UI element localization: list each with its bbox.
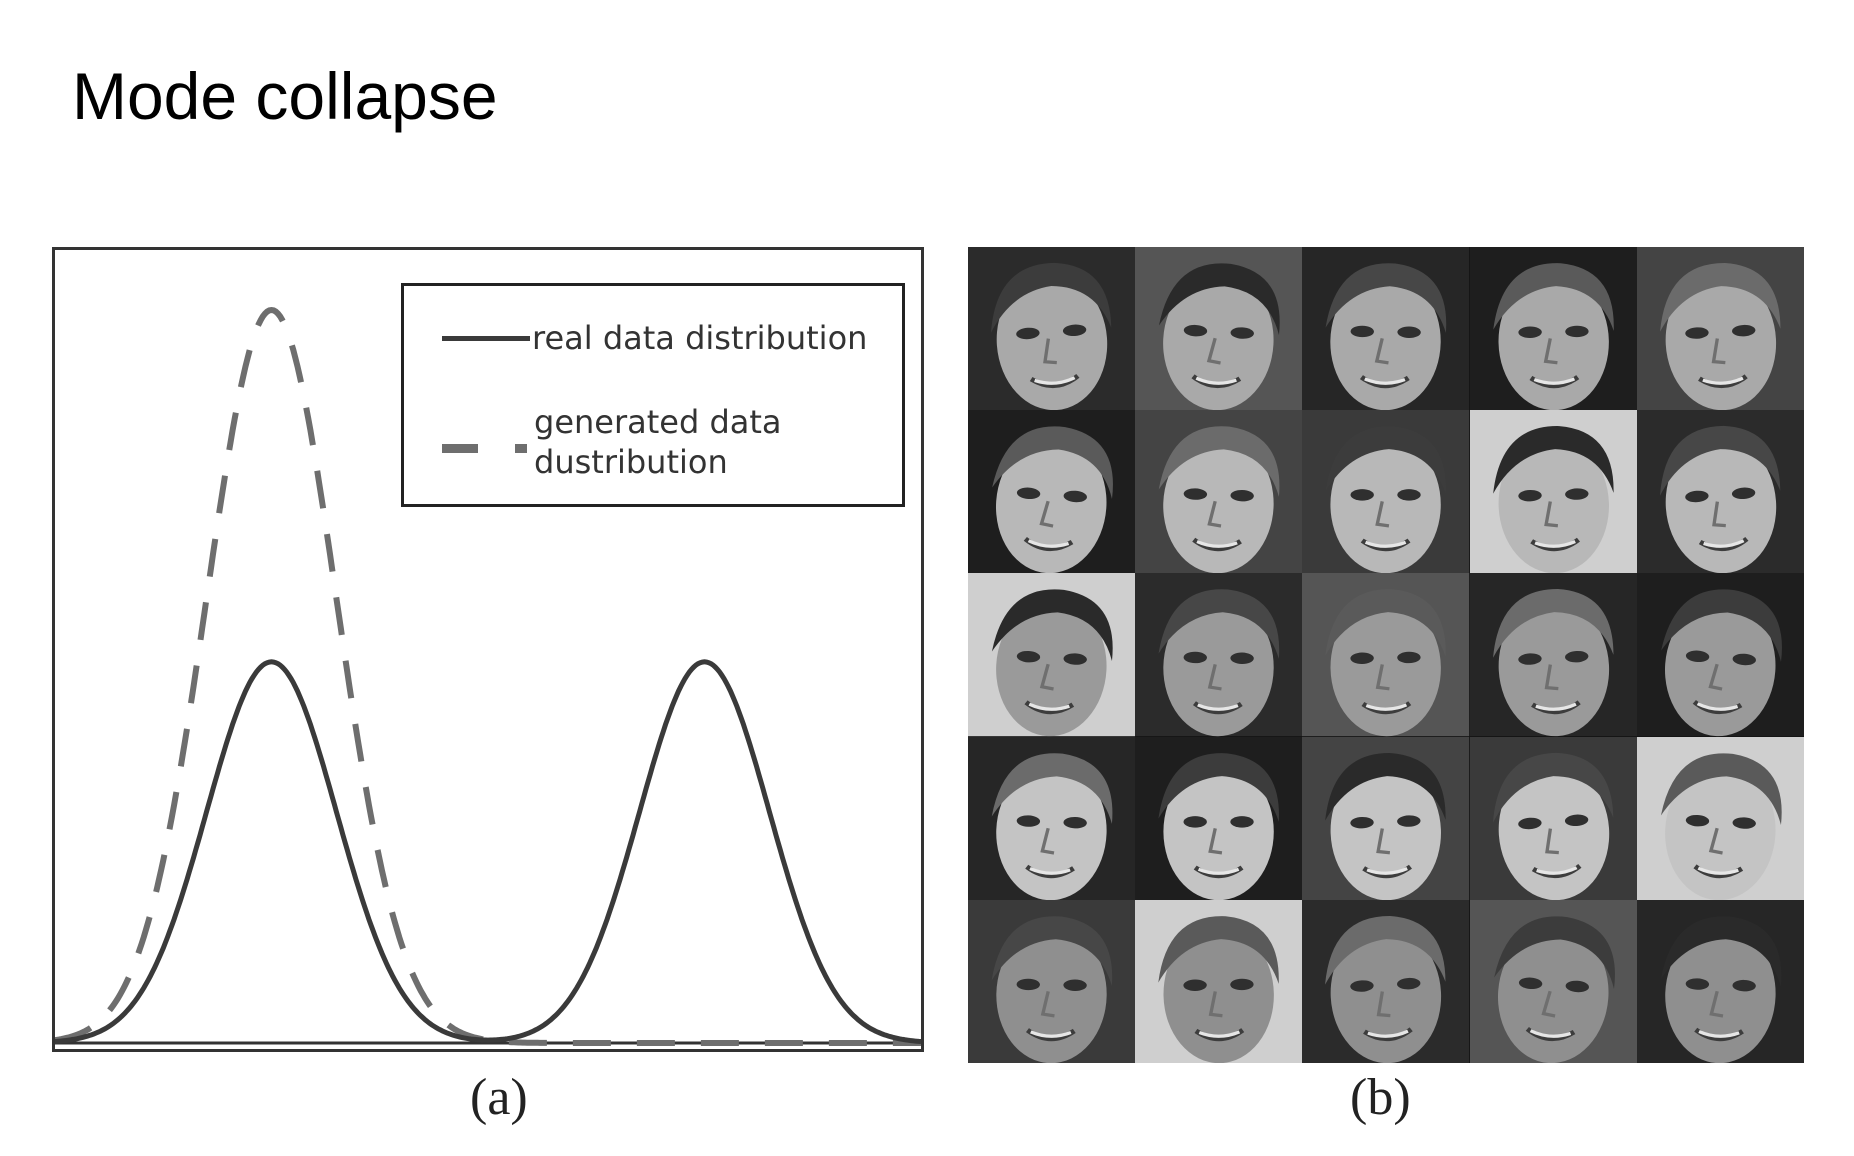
legend-real-label: real data distribution	[532, 319, 868, 357]
face-image	[1469, 247, 1637, 411]
face-image	[1302, 736, 1470, 900]
face-tile	[968, 573, 1136, 737]
face-tile	[1469, 410, 1637, 574]
slide-title: Mode collapse	[72, 59, 498, 133]
face-image	[1135, 410, 1303, 574]
distribution-plot-svg	[55, 306, 921, 1046]
face-tile	[1302, 736, 1470, 900]
legend-generated-swatch-dot	[515, 444, 527, 453]
face-tile	[1469, 899, 1637, 1063]
face-tile	[1135, 573, 1303, 737]
legend-generated-line2: dustribution	[534, 443, 728, 481]
face-tile	[968, 736, 1136, 900]
face-image	[1636, 410, 1804, 574]
face-tile	[1135, 736, 1303, 900]
face-tile	[1302, 410, 1470, 574]
real-distribution-curve	[55, 659, 921, 1044]
face-image	[968, 573, 1136, 737]
face-image	[968, 899, 1136, 1063]
legend-real-swatch	[442, 336, 530, 341]
face-image	[1469, 573, 1637, 737]
face-image	[1302, 899, 1470, 1063]
face-image	[968, 736, 1136, 900]
face-image	[1469, 736, 1637, 900]
face-tile	[1469, 247, 1637, 411]
generated-faces-grid	[968, 247, 1804, 1063]
face-image	[1135, 573, 1303, 737]
face-image	[968, 247, 1136, 411]
chart-legend: real data distribution generated data du…	[401, 283, 905, 507]
face-tile	[1135, 410, 1303, 574]
panel-a-label: (a)	[470, 1069, 528, 1126]
face-tile	[1469, 573, 1637, 737]
face-tile	[1636, 899, 1804, 1063]
face-tile	[1636, 410, 1804, 574]
face-tile	[1636, 247, 1804, 411]
legend-generated-line1: generated data	[534, 403, 782, 441]
face-tile	[968, 899, 1136, 1063]
face-tile	[1636, 573, 1804, 737]
face-image	[1135, 247, 1303, 411]
generated-distribution-curve	[55, 306, 921, 1046]
face-tile	[968, 410, 1136, 574]
face-image	[1469, 899, 1637, 1063]
face-tile	[968, 247, 1136, 411]
face-tile	[1469, 736, 1637, 900]
legend-generated-swatch	[442, 444, 478, 453]
legend-generated-label: generated data dustribution	[534, 402, 782, 482]
face-image	[1135, 736, 1303, 900]
distribution-plot: real data distribution generated data du…	[52, 247, 924, 1052]
face-image	[1636, 247, 1804, 411]
face-tile	[1135, 899, 1303, 1063]
face-tile	[1302, 573, 1470, 737]
face-tile	[1135, 247, 1303, 411]
face-image	[1636, 899, 1804, 1063]
face-image	[1636, 736, 1804, 900]
face-tile	[1302, 247, 1470, 411]
face-image	[1302, 247, 1470, 411]
face-image	[968, 410, 1136, 574]
face-image	[1302, 410, 1470, 574]
face-tile	[1636, 736, 1804, 900]
face-image	[1469, 410, 1637, 574]
face-image	[1302, 573, 1470, 737]
panel-b-label: (b)	[1350, 1069, 1411, 1126]
face-image	[1135, 899, 1303, 1063]
face-image	[1636, 573, 1804, 737]
face-tile	[1302, 899, 1470, 1063]
